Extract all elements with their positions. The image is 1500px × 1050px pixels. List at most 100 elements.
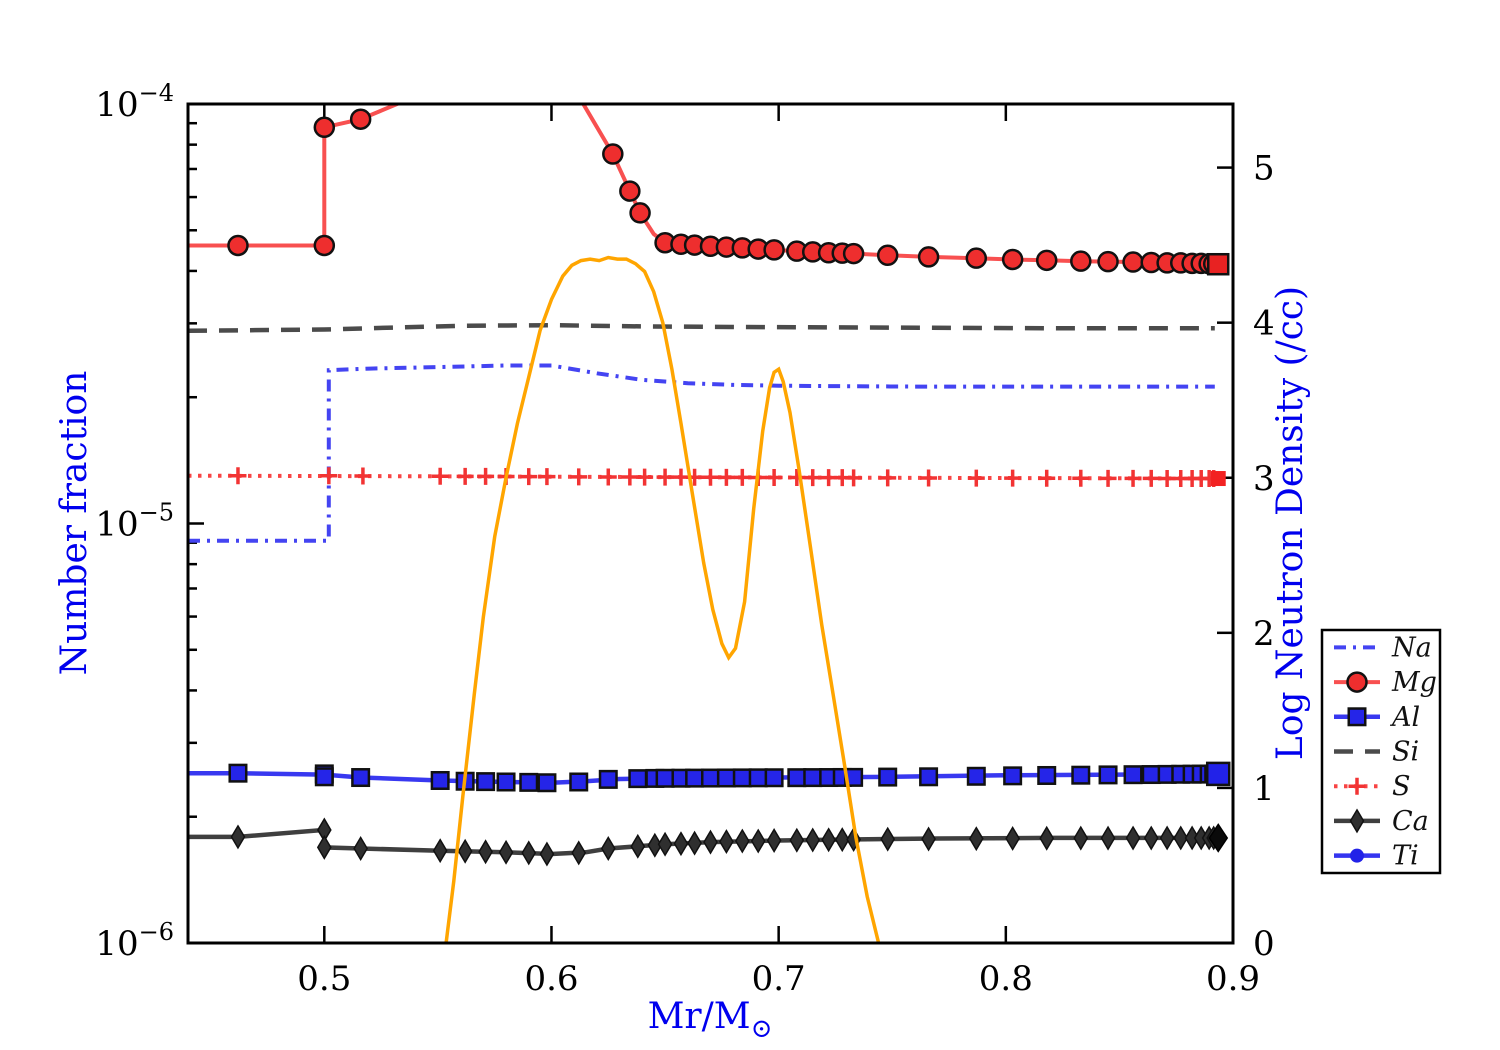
marker-diamond: [789, 827, 805, 853]
marker-circle: [1097, 250, 1119, 273]
marker-square: [314, 767, 334, 787]
marker-diamond: [734, 828, 750, 854]
y-right-tick-label: 0: [1253, 924, 1275, 964]
series-Mg-line: [188, 104, 1219, 267]
legend-label: Ca: [1392, 806, 1429, 837]
marker-plus: [354, 467, 372, 485]
marker-plus: [570, 468, 588, 486]
marker-plus: [456, 467, 474, 485]
y-right-tick-label: 1: [1253, 769, 1275, 809]
marker-plus: [1038, 469, 1056, 487]
legend-label: Mg: [1391, 667, 1437, 698]
marker-circle: [313, 234, 336, 257]
marker-diamond: [521, 840, 537, 866]
marker-square: [685, 768, 705, 788]
marker-plus: [538, 468, 556, 486]
marker-circle: [1001, 248, 1024, 271]
marker-diamond: [230, 824, 246, 850]
legend-entry-Si: Si: [1334, 737, 1419, 768]
marker-square: [764, 768, 784, 788]
marker-square: [628, 769, 648, 789]
marker-circle: [1035, 249, 1058, 272]
marker-plus: [599, 468, 617, 486]
axis-ticks: [188, 102, 1233, 945]
series-NeutronDensity: [444, 255, 881, 943]
marker-diamond: [703, 829, 718, 855]
x-tick-label: 0.5: [297, 959, 351, 999]
x-axis-label: Mr/M⊙: [648, 996, 773, 1044]
marker-diamond: [687, 830, 702, 856]
marker-diamond: [432, 838, 448, 864]
marker-diamond: [1349, 808, 1365, 834]
legend-entry-Mg: Mg: [1334, 667, 1437, 698]
y-axis-label-left: Number fraction: [54, 371, 95, 676]
marker-square: [1347, 707, 1367, 727]
series-Si: [188, 322, 1215, 334]
marker-square: [537, 773, 557, 793]
y-right-tick-label: 3: [1253, 459, 1275, 499]
marker-square: [1123, 765, 1143, 785]
marker-square: [351, 768, 371, 788]
x-tick-label: 0.6: [524, 959, 578, 999]
marker-diamond: [478, 839, 493, 865]
marker-diamond: [1173, 825, 1189, 851]
legend: Na Mg Al SiS Ca Ti: [1320, 628, 1442, 875]
series-S-line: [188, 473, 1219, 481]
x-tick-label: 0.8: [979, 959, 1033, 999]
marker-circle: [313, 116, 336, 139]
marker-diamond: [1208, 823, 1229, 853]
marker-circle: [763, 239, 785, 261]
marker-square: [430, 770, 450, 790]
marker-square: [732, 768, 752, 788]
marker-plus: [621, 468, 639, 486]
series-Si-line: [188, 322, 1215, 334]
legend-entry-Na: Na: [1334, 632, 1432, 663]
marker-square: [1210, 471, 1226, 487]
marker-diamond: [647, 832, 663, 858]
marker-square: [519, 772, 539, 792]
marker-circle: [602, 143, 624, 165]
y-right-tick-label: 2: [1253, 614, 1275, 654]
marker-plus: [320, 467, 338, 485]
marker-diamond: [1143, 825, 1159, 851]
marker-square: [569, 772, 589, 792]
marker-diamond: [805, 827, 821, 853]
marker-diamond: [750, 828, 766, 854]
x-axis-label-main: Mr/M: [648, 996, 751, 1037]
marker-plus: [967, 469, 985, 487]
marker-plus: [845, 469, 863, 487]
marker-diamond: [498, 839, 514, 865]
series-Mg: [188, 104, 1230, 276]
marker-square: [476, 772, 496, 792]
marker-circle: [619, 180, 641, 202]
sun-symbol-subscript: ⊙: [751, 1014, 773, 1044]
marker-square: [496, 772, 516, 792]
plot-series: [188, 104, 1231, 943]
marker-square: [655, 768, 675, 788]
series-Na: [188, 363, 1215, 543]
y-left-tick-label: 10−5: [95, 499, 174, 545]
marker-square: [878, 767, 898, 787]
marker-plus: [1142, 469, 1160, 487]
marker-circle: [1070, 250, 1092, 272]
marker-diamond: [1100, 825, 1116, 851]
series-Al: [188, 761, 1231, 793]
marker-square: [966, 766, 986, 786]
marker-diamond: [968, 826, 984, 852]
series-Ca-markers: [230, 817, 1226, 867]
legend-label: Na: [1391, 632, 1432, 663]
marker-circle: [917, 246, 940, 268]
marker-circle: [349, 108, 372, 130]
marker-plus: [702, 468, 719, 486]
marker-diamond: [1039, 825, 1055, 851]
y-right-tick-label: 5: [1253, 149, 1275, 189]
marker-plus: [717, 468, 735, 486]
marker-diamond: [921, 826, 936, 852]
marker-square: [919, 767, 939, 787]
marker-square: [1206, 252, 1230, 276]
marker-plus: [1348, 777, 1366, 795]
legend-label: Si: [1392, 737, 1419, 768]
series-Ca-line: [188, 827, 1219, 857]
marker-square: [1205, 761, 1231, 787]
